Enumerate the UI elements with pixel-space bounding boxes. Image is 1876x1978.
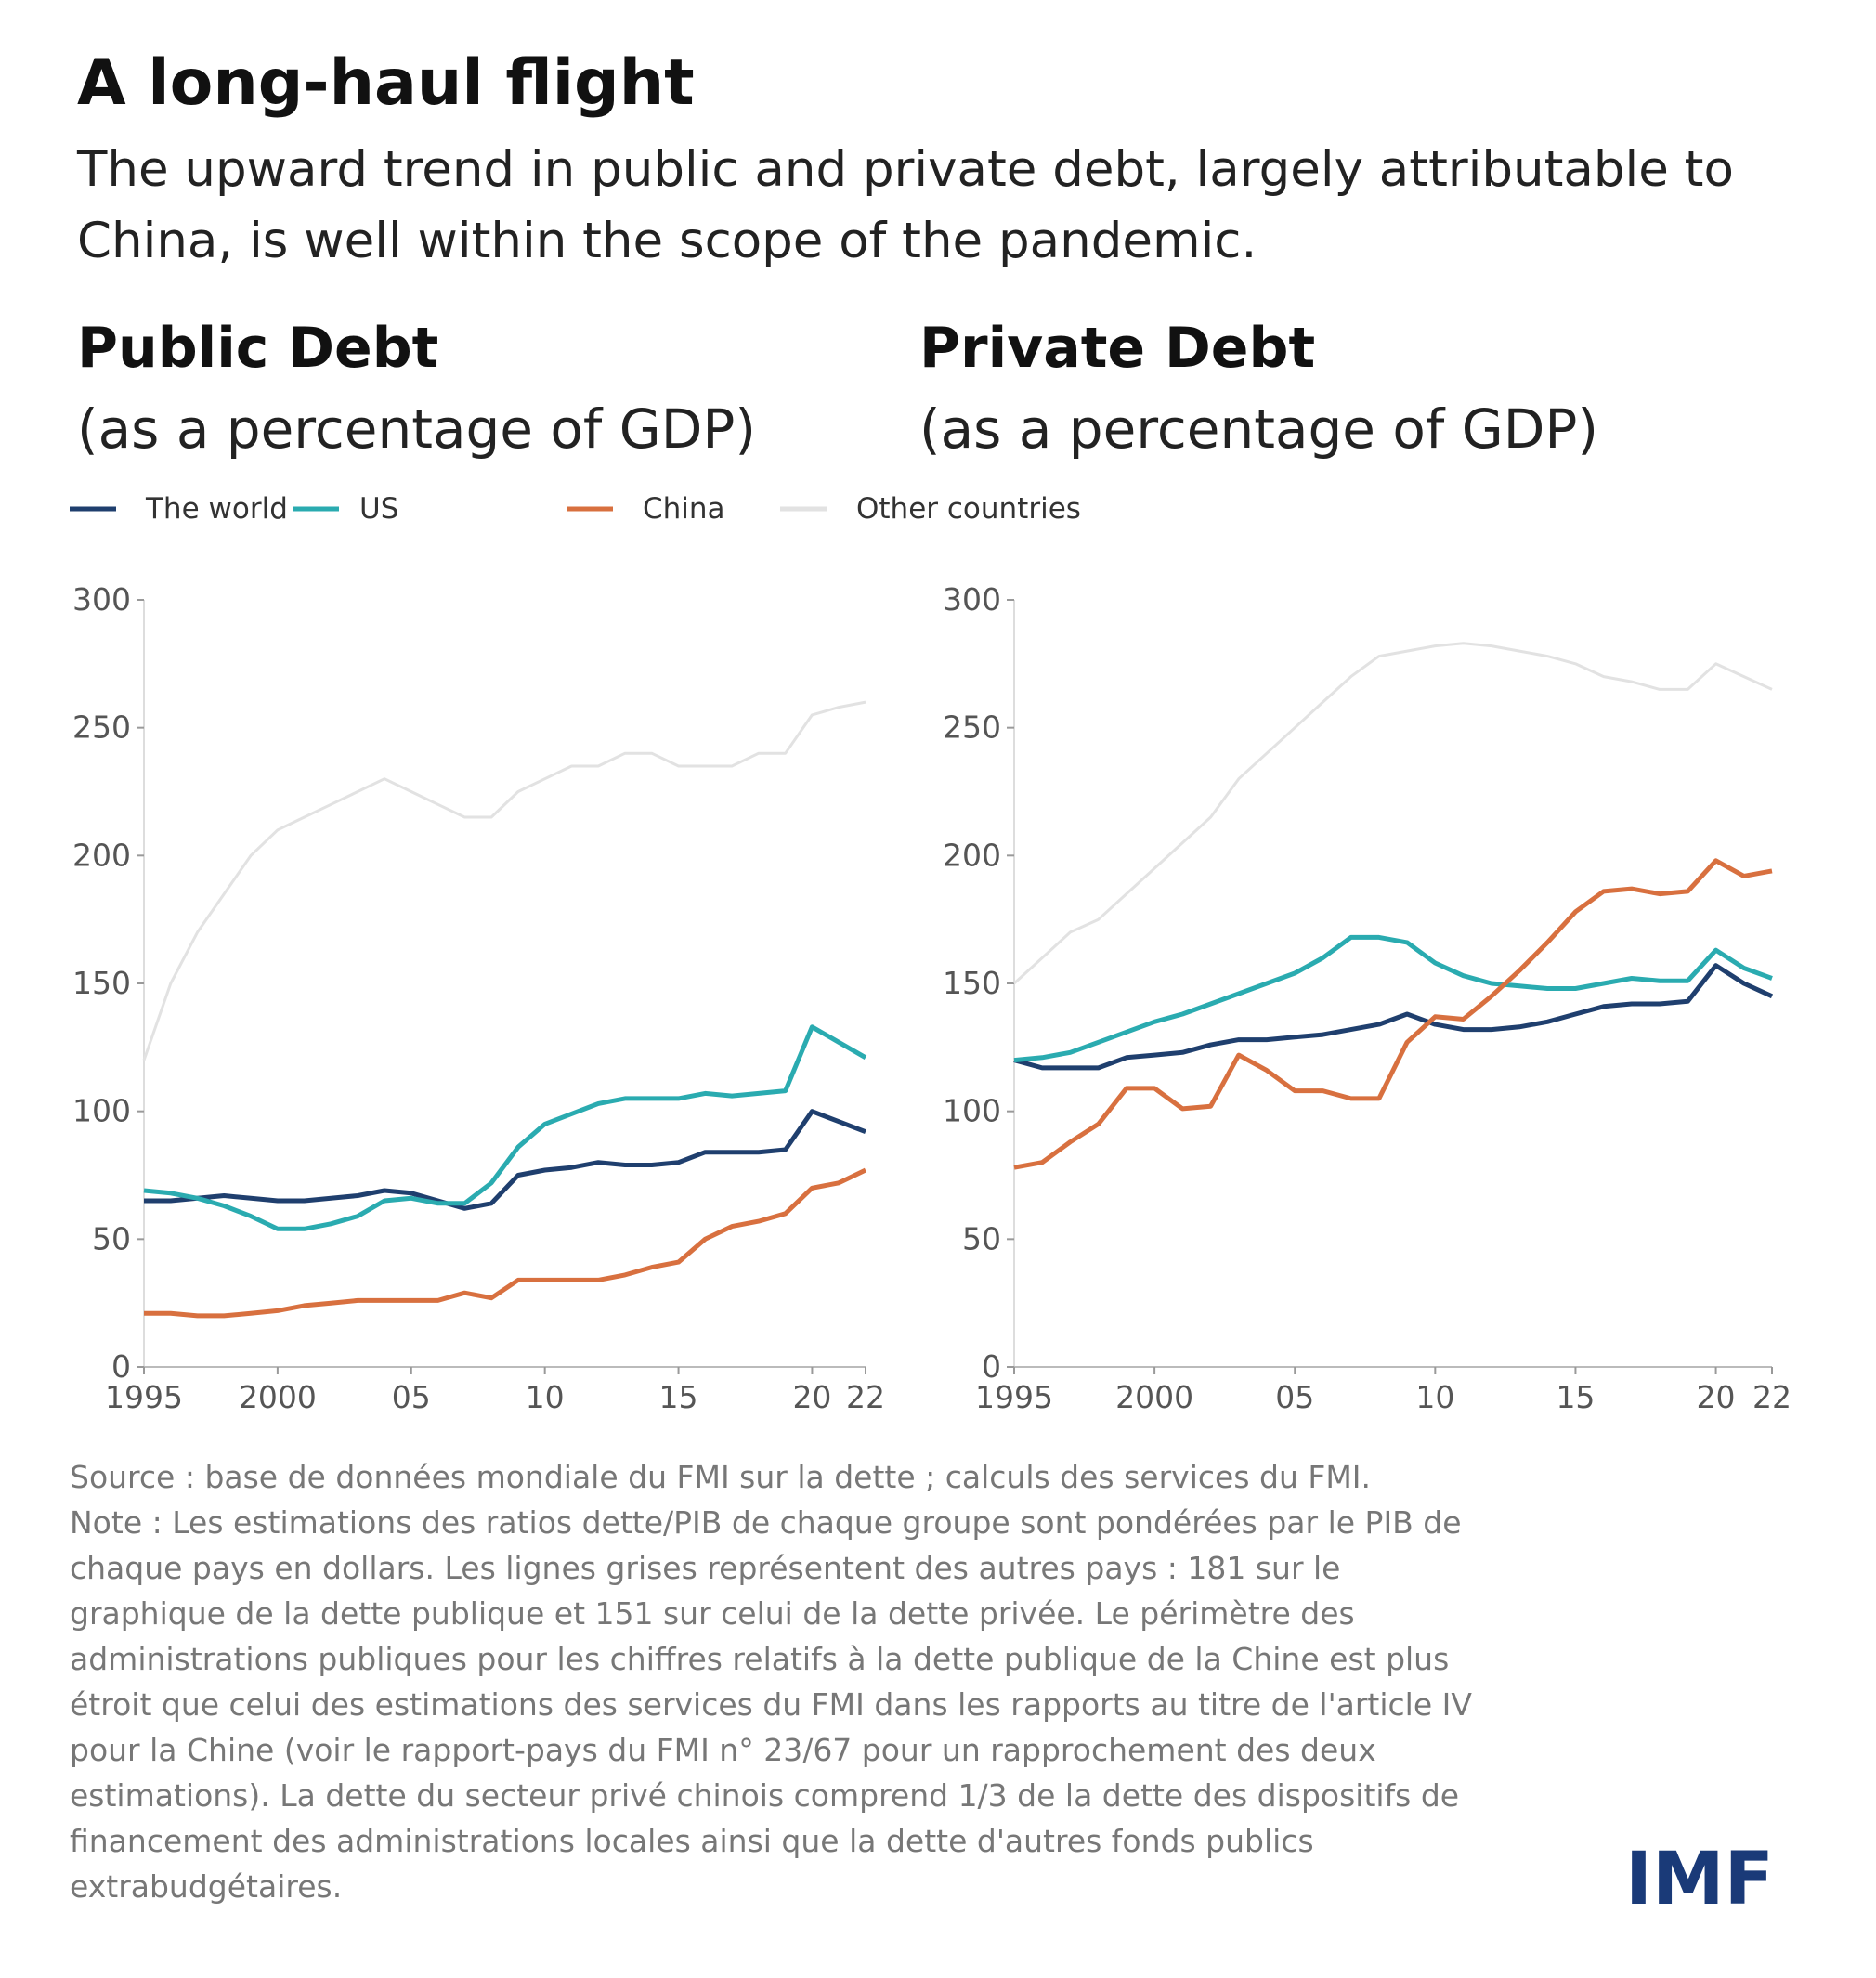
x-tick-label: 15 (659, 1379, 698, 1415)
y-tick-label: 250 (72, 709, 131, 746)
legend-label: China (643, 492, 725, 526)
logo: IMF (1625, 1838, 1774, 1921)
legend-label: US (359, 492, 398, 526)
source-note: administrations publiques pour les chiff… (70, 1641, 1449, 1677)
y-tick-label: 50 (962, 1220, 1001, 1256)
x-tick-label: 20 (1697, 1379, 1736, 1415)
series-line (142, 700, 866, 1061)
x-tick-label: 10 (526, 1379, 565, 1415)
series-line (144, 1167, 867, 1319)
series-line (143, 1024, 867, 1231)
source-note: pour la Chine (voir le rapport-pays du F… (70, 1732, 1376, 1768)
x-tick-label: 1995 (105, 1379, 183, 1415)
chart-title: Public Debt (77, 316, 438, 381)
source-note: Source : base de données mondiale du FMI… (70, 1459, 1371, 1495)
x-tick-label: 20 (792, 1379, 831, 1415)
chart-title: Private Debt (919, 316, 1315, 381)
subtitle: The upward trend in public and private d… (76, 141, 1734, 198)
chart-subtitle: (as a percentage of GDP) (77, 397, 756, 461)
y-tick-label: 0 (111, 1348, 131, 1385)
y-tick-label: 200 (72, 837, 131, 873)
source-note: graphique de la dette publique et 151 su… (70, 1595, 1355, 1632)
y-tick-label: 200 (943, 837, 1001, 873)
source-note: estimations). La dette du secteur privé … (70, 1777, 1459, 1814)
x-tick-label: 1995 (975, 1379, 1053, 1415)
x-tick-label: 22 (1752, 1379, 1791, 1415)
source-note: financement des administrations locales … (70, 1823, 1314, 1859)
y-tick-label: 150 (943, 965, 1001, 1001)
y-tick-label: 150 (72, 965, 131, 1001)
series-line (144, 1109, 866, 1211)
y-tick-label: 50 (92, 1220, 131, 1256)
x-tick-label: 15 (1556, 1379, 1595, 1415)
y-tick-label: 300 (72, 581, 131, 618)
source-note: extrabudgétaires. (70, 1868, 342, 1905)
series-line (1013, 934, 1773, 1063)
y-tick-label: 250 (943, 709, 1001, 746)
chart-subtitle: (as a percentage of GDP) (919, 397, 1598, 461)
legend-label: Other countries (856, 492, 1081, 526)
x-tick-label: 05 (1275, 1379, 1314, 1415)
source-note: étroit que celui des estimations des ser… (70, 1686, 1472, 1723)
x-tick-label: 2000 (239, 1379, 317, 1415)
legend-label: The world (145, 492, 288, 526)
series-line (1013, 963, 1774, 1071)
source-note: chaque pays en dollars. Les lignes grise… (70, 1550, 1340, 1586)
subtitle: China, is well within the scope of the p… (77, 213, 1257, 269)
y-tick-label: 100 (943, 1093, 1001, 1129)
x-tick-label: 2000 (1115, 1379, 1193, 1415)
y-tick-label: 0 (982, 1348, 1001, 1385)
title: A long-haul flight (77, 46, 695, 120)
x-tick-label: 22 (846, 1379, 885, 1415)
x-tick-label: 10 (1415, 1379, 1454, 1415)
x-tick-label: 05 (392, 1379, 431, 1415)
series-line (1013, 858, 1773, 1170)
y-tick-label: 100 (72, 1093, 131, 1129)
y-tick-label: 300 (943, 581, 1001, 618)
source-note: Note : Les estimations des ratios dette/… (70, 1504, 1462, 1541)
series-line (1012, 642, 1773, 985)
